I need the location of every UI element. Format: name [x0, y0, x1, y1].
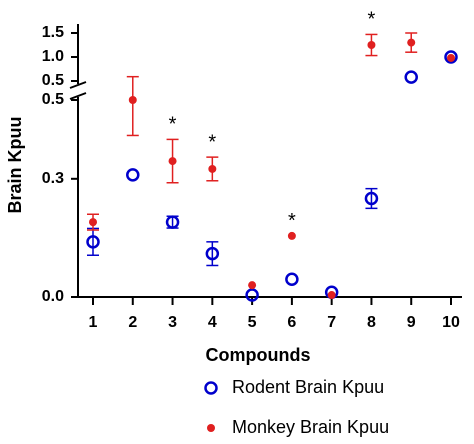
y-tick-label: 0.5 — [42, 72, 64, 89]
significance: * — [368, 9, 376, 31]
x-tick-label: 10 — [442, 314, 460, 331]
marker — [245, 288, 259, 302]
x-tick-label: 4 — [208, 314, 217, 331]
axis-break — [69, 92, 87, 100]
x-tick-label: 9 — [407, 314, 416, 331]
marker — [285, 272, 299, 287]
significance: * — [288, 210, 296, 232]
legend-marker — [207, 424, 215, 432]
x-tick-label: 5 — [248, 314, 257, 331]
x-tick-label: 1 — [89, 314, 98, 331]
marker — [327, 291, 336, 300]
y-tick-label: 1.0 — [42, 48, 64, 65]
y-tick-label: 1.5 — [42, 24, 64, 41]
marker — [86, 235, 100, 249]
marker — [205, 246, 220, 261]
y-tick-label: 0.0 — [42, 288, 64, 305]
x-tick-label: 8 — [367, 314, 376, 331]
legend-label: Rodent Brain Kpuu — [232, 377, 384, 397]
marker — [367, 41, 376, 49]
significance: * — [169, 114, 177, 136]
legend-label: Monkey Brain Kpuu — [232, 417, 389, 437]
marker — [168, 157, 177, 166]
marker — [89, 218, 97, 227]
x-tick-label: 3 — [168, 314, 177, 331]
x-tick-label: 7 — [327, 314, 336, 331]
marker — [364, 191, 379, 206]
marker — [447, 53, 455, 62]
marker — [128, 96, 137, 104]
marker — [126, 168, 140, 182]
marker — [444, 50, 458, 64]
y-axis-title: Brain Kpuu — [5, 117, 25, 214]
marker — [404, 70, 418, 84]
significance: * — [208, 131, 216, 153]
marker — [248, 281, 257, 290]
marker — [208, 164, 217, 173]
x-axis-title: Compounds — [206, 345, 311, 365]
x-tick-label: 6 — [287, 314, 296, 331]
y-tick-label: 0.5 — [42, 91, 64, 108]
y-tick-label: 0.3 — [42, 170, 64, 187]
marker — [407, 38, 416, 47]
legend-marker — [204, 381, 218, 395]
marker — [287, 231, 296, 240]
x-tick-label: 2 — [128, 314, 137, 331]
marker — [165, 215, 180, 229]
axis-break — [69, 81, 87, 89]
